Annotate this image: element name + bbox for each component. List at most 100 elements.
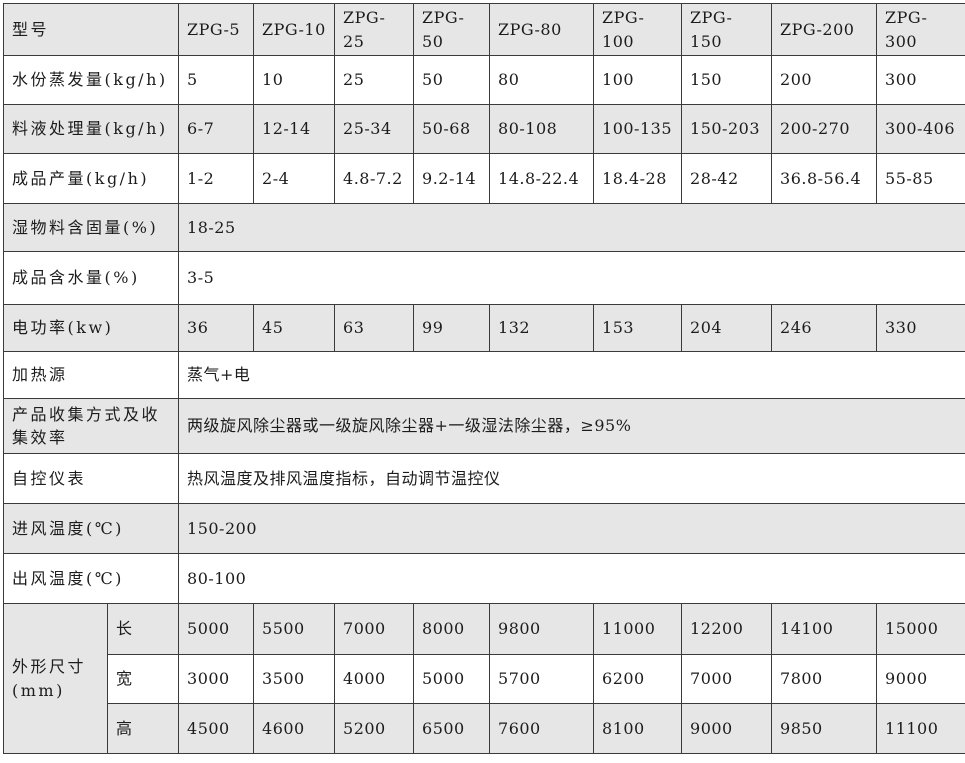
- cell-merged: 18-25: [178, 203, 965, 252]
- cell: 3500: [253, 654, 336, 704]
- cell: 14.8-22.4: [489, 153, 595, 204]
- cell: 3000: [178, 654, 255, 704]
- table-row-power: 电功率(kw) 36 45 63 99 132 153 204 246 330: [2, 304, 965, 352]
- cell: 330: [876, 304, 965, 352]
- cell: 80-108: [489, 104, 595, 154]
- model-header: ZPG-100: [593, 3, 683, 56]
- cell: 2-4: [253, 153, 336, 204]
- cell: 99: [413, 304, 491, 352]
- model-header: ZPG-25: [334, 3, 415, 56]
- cell: 5000: [413, 654, 491, 704]
- model-header: ZPG-200: [771, 3, 878, 56]
- cell: 100: [593, 55, 683, 105]
- cell-merged: 两级旋风除尘器或一级旋风除尘器+一级湿法除尘器，≥95%: [178, 398, 965, 454]
- cell: 80: [489, 55, 595, 105]
- cell: 6500: [413, 703, 491, 754]
- table-row-dim-length: 外形尺寸(mm) 长 5000 5500 7000 8000 9800 1100…: [3, 603, 965, 754]
- cell: 7000: [681, 654, 773, 704]
- row-label-feed: 料液处理量(kg/h): [2, 104, 180, 154]
- cell: 204: [681, 304, 773, 352]
- spec-table: 型号 ZPG-5 ZPG-10 ZPG-25 ZPG-50 ZPG-80 ZPG…: [2, 3, 965, 754]
- cell: 6-7: [178, 104, 255, 154]
- cell: 12-14: [253, 104, 336, 154]
- cell: 200-270: [771, 104, 878, 154]
- cell: 5200: [334, 703, 415, 754]
- table-row-model: 型号 ZPG-5 ZPG-10 ZPG-25 ZPG-50 ZPG-80 ZPG…: [2, 3, 965, 56]
- cell: 5500: [253, 603, 336, 655]
- cell: 8000: [413, 603, 491, 655]
- cell: 300-406: [876, 104, 965, 154]
- cell: 100-135: [593, 104, 683, 154]
- cell: 1-2: [178, 153, 255, 204]
- table-row-moisture: 成品含水量(%) 3-5: [2, 251, 965, 305]
- cell: 63: [334, 304, 415, 352]
- cell: 4500: [178, 703, 255, 754]
- row-label-collection: 产品收集方式及收集效率: [2, 398, 180, 454]
- cell-merged: 热风温度及排风温度指标，自动调节温控仪: [178, 453, 965, 504]
- cell: 7000: [334, 603, 415, 655]
- table-row-collection: 产品收集方式及收集效率 两级旋风除尘器或一级旋风除尘器+一级湿法除尘器，≥95%: [2, 398, 965, 454]
- cell: 153: [593, 304, 683, 352]
- cell: 9.2-14: [413, 153, 491, 204]
- cell: 10: [253, 55, 336, 105]
- cell: 5700: [489, 654, 595, 704]
- cell: 12200: [681, 603, 773, 655]
- cell: 4.8-7.2: [334, 153, 415, 204]
- cell: 6200: [593, 654, 683, 704]
- cell: 5: [178, 55, 255, 105]
- cell: 50-68: [413, 104, 491, 154]
- model-header: ZPG-300: [876, 3, 965, 56]
- cell: 7800: [771, 654, 878, 704]
- table-row-dim-width: 宽 3000 3500 4000 5000 5700 6200 7000 780…: [4, 654, 965, 704]
- cell: 150-203: [681, 104, 773, 154]
- model-header: ZPG-150: [681, 3, 773, 56]
- cell: 9000: [876, 654, 965, 704]
- row-label-power: 电功率(kw): [2, 304, 180, 352]
- model-header: ZPG-80: [489, 3, 595, 56]
- cell: 9800: [489, 603, 595, 655]
- row-label-outlet-temp: 出风温度(℃): [2, 553, 180, 604]
- cell: 15000: [876, 603, 965, 655]
- row-label-evaporation: 水份蒸发量(kg/h): [2, 55, 180, 105]
- table-row-solid-content: 湿物料含固量(%) 18-25: [2, 203, 965, 252]
- cell: 50: [413, 55, 491, 105]
- row-label-solid-content: 湿物料含固量(%): [2, 203, 180, 252]
- row-label-heat-source: 加热源: [2, 351, 180, 399]
- row-sublabel-height: 高: [106, 703, 180, 754]
- cell: 36.8-56.4: [771, 153, 878, 204]
- table-row-inlet-temp: 进风温度(℃) 150-200: [2, 503, 965, 554]
- row-label-inlet-temp: 进风温度(℃): [2, 503, 180, 554]
- cell: 4600: [253, 703, 336, 754]
- cell: 9000: [681, 703, 773, 754]
- model-header: ZPG-50: [413, 3, 491, 56]
- row-label-dimensions: 外形尺寸(mm): [3, 603, 108, 754]
- cell: 55-85: [876, 153, 965, 204]
- cell: 150: [681, 55, 773, 105]
- row-label-instrument: 自控仪表: [2, 453, 180, 504]
- cell: 300: [876, 55, 965, 105]
- table-row-outlet-temp: 出风温度(℃) 80-100: [2, 553, 965, 604]
- cell: 8100: [593, 703, 683, 754]
- cell: 45: [253, 304, 336, 352]
- cell: 5000: [178, 603, 255, 655]
- table-row-dim-height: 高 4500 4600 5200 6500 7600 8100 9000 985…: [4, 703, 965, 754]
- cell: 14100: [771, 603, 878, 655]
- cell: 132: [489, 304, 595, 352]
- row-label-model: 型号: [2, 3, 180, 56]
- table-row-output: 成品产量(kg/h) 1-2 2-4 4.8-7.2 9.2-14 14.8-2…: [2, 153, 965, 204]
- cell: 7600: [489, 703, 595, 754]
- cell-merged: 3-5: [178, 251, 965, 305]
- row-sublabel-length: 长: [106, 603, 180, 655]
- table-row-heat-source: 加热源 蒸气+电: [2, 351, 965, 399]
- cell: 9850: [771, 703, 878, 754]
- cell: 18.4-28: [593, 153, 683, 204]
- model-header: ZPG-5: [178, 3, 255, 56]
- cell: 11100: [876, 703, 965, 754]
- cell: 11000: [593, 603, 683, 655]
- model-header: ZPG-10: [253, 3, 336, 56]
- cell: 28-42: [681, 153, 773, 204]
- cell: 25-34: [334, 104, 415, 154]
- cell: 246: [771, 304, 878, 352]
- cell-merged: 80-100: [178, 553, 965, 604]
- cell: 4000: [334, 654, 415, 704]
